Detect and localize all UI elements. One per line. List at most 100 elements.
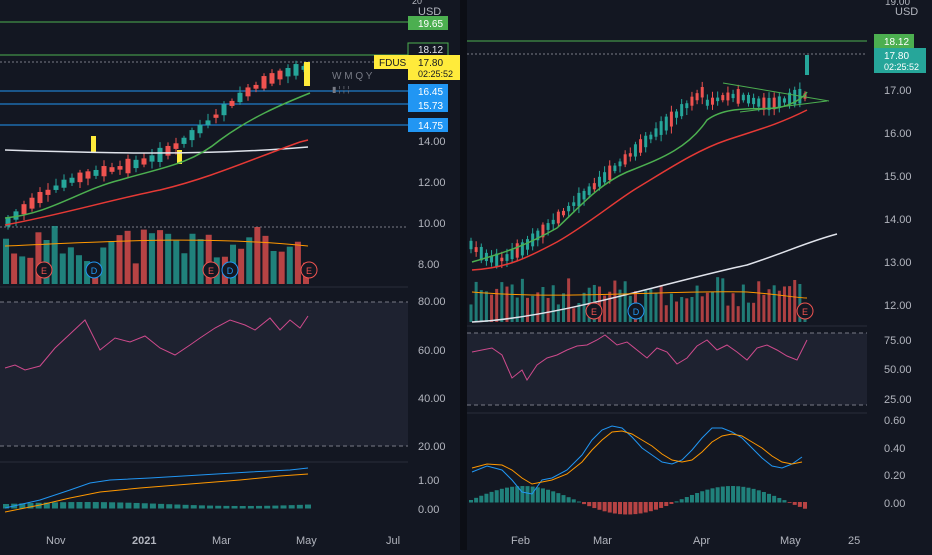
volume-bar — [572, 308, 576, 322]
volume-bar — [515, 297, 519, 322]
volume-bar — [757, 281, 761, 322]
earnings-badge[interactable]: E — [585, 302, 603, 320]
volume-bar — [669, 293, 673, 322]
macd-histogram-bar — [540, 488, 545, 503]
macd-histogram-bar — [659, 502, 664, 508]
candle-body — [567, 205, 571, 212]
candle-body — [541, 224, 545, 238]
macd-histogram-bar — [736, 486, 741, 503]
chart-divider[interactable] — [460, 0, 467, 550]
left-chart-canvas[interactable]: W M Q Y ▮ ¦ ¦ ¦ E D E D E 20 USD 19.65 1… — [0, 0, 460, 550]
svg-text:80.00: 80.00 — [418, 296, 446, 308]
volume-bar — [788, 286, 792, 322]
period-selector[interactable]: W M Q Y ▮ ¦ ¦ ¦ — [332, 71, 373, 94]
volume-bar — [100, 247, 107, 284]
candle-body — [85, 171, 91, 179]
volume-bar — [582, 292, 586, 322]
macd-histogram-bar — [715, 487, 720, 503]
volume-bar — [520, 278, 524, 322]
macd-histogram-bar — [125, 502, 132, 509]
left-chart-panel[interactable]: W M Q Y ▮ ¦ ¦ ¦ E D E D E 20 USD 19.65 1… — [0, 0, 460, 550]
candle-body — [654, 128, 658, 137]
right-chart-canvas[interactable]: E D E 19.00 USD 18.12 17.80 02:25:52 17.… — [467, 0, 932, 550]
volume-bar — [140, 229, 147, 284]
volume-bar — [736, 306, 740, 322]
macd-histogram-bar — [182, 504, 189, 509]
sma-line — [471, 233, 838, 323]
macd-histogram-bar — [479, 495, 484, 503]
right-time-axis[interactable]: Feb Mar Apr May 25 — [511, 535, 860, 547]
candle-body — [109, 167, 115, 172]
candle-body — [752, 97, 756, 105]
volume-bar — [294, 241, 301, 284]
earnings-badge[interactable]: E — [202, 261, 220, 279]
candle-body — [649, 134, 653, 140]
svg-text:D: D — [633, 307, 640, 317]
volume-bar — [551, 285, 555, 322]
candle-body — [700, 87, 704, 98]
earnings-badge[interactable]: E — [300, 261, 318, 279]
volume-bar — [556, 304, 560, 322]
earnings-badge[interactable]: E — [35, 261, 53, 279]
candle-body — [484, 252, 488, 262]
macd-histogram-bar — [689, 494, 694, 503]
volume-bar — [705, 292, 709, 322]
right-price-axis[interactable]: 19.00 USD 18.12 17.80 02:25:52 17.00 16.… — [874, 0, 926, 312]
volume-bar — [35, 232, 42, 284]
volume-bar — [644, 290, 648, 322]
level-tag-18-12 — [874, 34, 914, 48]
macd-histogram-bar — [679, 499, 684, 503]
ticker-label[interactable] — [374, 55, 408, 69]
sma-line — [4, 146, 309, 154]
candle-body — [711, 97, 715, 105]
triangle-pattern[interactable] — [722, 82, 830, 113]
candle-body — [77, 172, 83, 183]
left-macd-pane[interactable]: 1.00 0.00 — [3, 467, 439, 516]
candle-body — [133, 159, 139, 169]
left-event-badges[interactable]: E D E D E — [35, 261, 318, 279]
macd-histogram-bar — [638, 502, 643, 514]
countdown: 02:25:52 — [884, 62, 919, 72]
candle-body — [245, 87, 251, 97]
level-tag-15-73 — [408, 98, 448, 112]
candle-body — [515, 243, 519, 258]
right-macd-pane[interactable]: 0.60 0.40 0.20 0.00 — [469, 415, 905, 515]
macd-histogram-bar — [705, 489, 710, 503]
left-rsi-pane[interactable]: 80.00 60.00 40.00 20.00 — [0, 296, 446, 453]
left-price-pane[interactable]: W M Q Y ▮ ¦ ¦ ¦ E D E D E — [0, 21, 408, 284]
macd-histogram-bar — [602, 502, 607, 512]
volume-bar — [59, 253, 66, 284]
earnings-badge[interactable]: E — [796, 302, 814, 320]
right-rsi-pane[interactable]: 75.00 50.00 25.00 — [467, 332, 912, 406]
svg-text:D: D — [91, 266, 98, 276]
macd-histogram-bar — [76, 502, 83, 509]
candle-body — [490, 255, 494, 263]
svg-text:E: E — [306, 266, 312, 276]
period-labels[interactable]: W M Q Y — [332, 71, 373, 82]
left-price-axis[interactable]: 20 USD 19.65 18.12 FDUS 17.80 02:25:52 1… — [374, 0, 460, 271]
volume-bar — [654, 292, 658, 322]
countdown: 02:25:52 — [418, 69, 453, 79]
dividend-badge[interactable]: D — [627, 302, 645, 320]
dividend-badge[interactable]: D — [221, 261, 239, 279]
volume-bar — [157, 230, 164, 284]
candle-body — [37, 191, 43, 204]
macd-histogram-bar — [592, 502, 597, 509]
macd-histogram-bar — [190, 505, 197, 509]
candle-body — [572, 202, 576, 206]
right-price-pane[interactable]: E D E — [467, 40, 867, 323]
dividend-badge[interactable]: D — [85, 261, 103, 279]
macd-histogram-bar — [525, 486, 530, 503]
svg-text:14.00: 14.00 — [418, 136, 446, 148]
candle-body — [253, 84, 259, 89]
candle-body — [526, 239, 530, 250]
macd-histogram-bar — [494, 490, 499, 503]
svg-text:2021: 2021 — [132, 535, 156, 547]
svg-text:May: May — [296, 535, 317, 547]
right-event-badges[interactable]: E D E — [585, 302, 814, 320]
svg-text:Mar: Mar — [593, 535, 612, 547]
macd-histogram-bar — [43, 502, 50, 509]
right-chart-panel[interactable]: E D E 19.00 USD 18.12 17.80 02:25:52 17.… — [467, 0, 932, 550]
macd-histogram-bar — [648, 502, 653, 512]
left-time-axis[interactable]: Nov 2021 Mar May Jul — [46, 535, 400, 547]
